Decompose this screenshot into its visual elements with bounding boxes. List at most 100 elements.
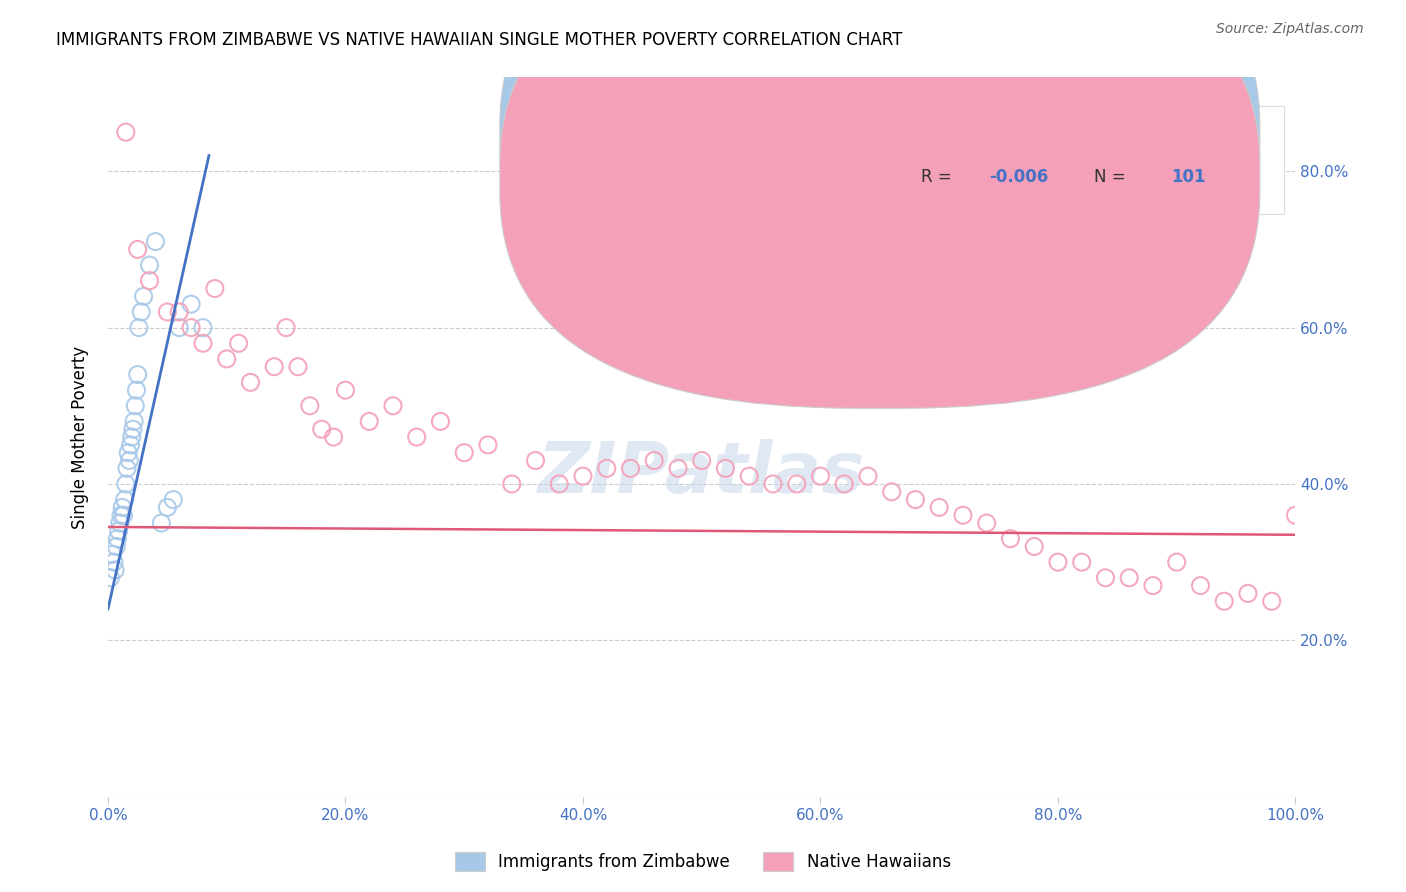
Point: [548, 477, 571, 491]
Point: [904, 492, 927, 507]
Point: [832, 477, 855, 491]
Y-axis label: Single Mother Poverty: Single Mother Poverty: [72, 345, 89, 529]
Point: [666, 461, 689, 475]
Point: [156, 500, 179, 515]
Point: [122, 414, 145, 428]
Point: [127, 243, 149, 257]
Point: [112, 508, 135, 523]
Point: [120, 438, 142, 452]
Point: [762, 477, 785, 491]
FancyBboxPatch shape: [832, 106, 1284, 214]
Point: [138, 274, 160, 288]
Point: [117, 446, 139, 460]
Text: 101: 101: [1171, 168, 1205, 186]
Point: [167, 320, 190, 334]
Point: [105, 540, 128, 554]
Point: [1260, 594, 1282, 608]
Legend: Immigrants from Zimbabwe, Native Hawaiians: Immigrants from Zimbabwe, Native Hawaiia…: [447, 843, 959, 880]
Point: [98, 571, 121, 585]
Point: [122, 422, 145, 436]
Point: [572, 469, 595, 483]
Point: [1118, 571, 1140, 585]
Point: [104, 563, 127, 577]
Point: [180, 320, 202, 334]
Point: [125, 383, 148, 397]
Text: R =: R =: [921, 168, 952, 186]
Point: [103, 555, 125, 569]
Point: [287, 359, 309, 374]
Point: [115, 461, 138, 475]
Point: [118, 453, 141, 467]
Point: [405, 430, 427, 444]
Point: [1213, 594, 1236, 608]
Text: Source: ZipAtlas.com: Source: ZipAtlas.com: [1216, 22, 1364, 37]
Point: [132, 289, 155, 303]
Point: [108, 516, 131, 530]
Point: [690, 453, 713, 467]
Point: [114, 477, 136, 491]
Point: [1070, 555, 1092, 569]
Point: [191, 320, 214, 334]
Point: [110, 508, 132, 523]
Point: [156, 305, 179, 319]
Point: [1284, 508, 1306, 523]
Point: [191, 336, 214, 351]
Point: [111, 500, 134, 515]
FancyBboxPatch shape: [501, 0, 1260, 368]
Point: [311, 422, 333, 436]
Point: [382, 399, 405, 413]
Text: 34: 34: [1171, 128, 1194, 145]
Point: [167, 305, 190, 319]
Point: [263, 359, 285, 374]
Point: [928, 500, 950, 515]
Point: [1166, 555, 1188, 569]
Point: [1237, 586, 1260, 600]
Point: [180, 297, 202, 311]
Point: [128, 320, 150, 334]
Text: R =: R =: [921, 128, 952, 145]
Point: [1189, 578, 1212, 592]
Point: [477, 438, 499, 452]
Point: [204, 281, 226, 295]
Point: [1000, 532, 1022, 546]
Point: [129, 305, 152, 319]
Point: [880, 484, 903, 499]
Point: [150, 516, 173, 530]
Text: 0.511: 0.511: [998, 128, 1050, 145]
Point: [1142, 578, 1164, 592]
Point: [124, 399, 146, 413]
Point: [359, 414, 381, 428]
Point: [138, 258, 160, 272]
Point: [114, 492, 136, 507]
Point: [1024, 540, 1046, 554]
Point: [976, 516, 998, 530]
Text: IMMIGRANTS FROM ZIMBABWE VS NATIVE HAWAIIAN SINGLE MOTHER POVERTY CORRELATION CH: IMMIGRANTS FROM ZIMBABWE VS NATIVE HAWAI…: [56, 31, 903, 49]
Point: [952, 508, 974, 523]
Point: [145, 235, 167, 249]
Point: [274, 320, 297, 334]
Point: [335, 383, 357, 397]
Point: [810, 469, 832, 483]
Point: [856, 469, 879, 483]
Point: [239, 376, 262, 390]
Point: [429, 414, 451, 428]
Text: ZIPatlas: ZIPatlas: [538, 439, 866, 508]
Point: [1094, 571, 1116, 585]
Point: [101, 547, 124, 561]
Text: N =: N =: [1094, 128, 1125, 145]
Point: [107, 524, 129, 538]
Point: [738, 469, 761, 483]
Text: N =: N =: [1094, 168, 1125, 186]
Point: [596, 461, 619, 475]
Point: [127, 368, 149, 382]
Point: [453, 446, 475, 460]
Point: [162, 492, 184, 507]
Point: [643, 453, 665, 467]
Point: [714, 461, 737, 475]
Text: -0.006: -0.006: [988, 168, 1049, 186]
Point: [228, 336, 250, 351]
Point: [524, 453, 547, 467]
Point: [786, 477, 808, 491]
Point: [298, 399, 321, 413]
FancyBboxPatch shape: [501, 0, 1260, 409]
